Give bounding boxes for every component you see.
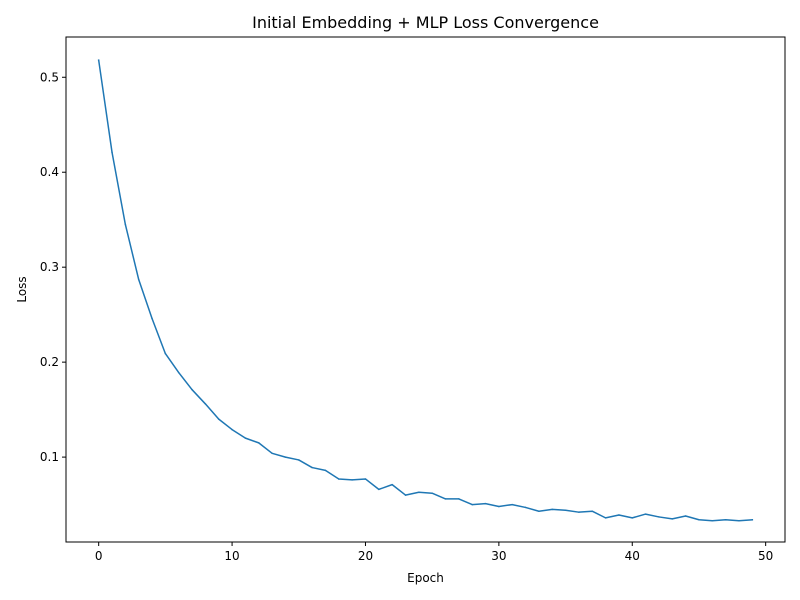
y-tick-label: 0.3	[40, 260, 59, 274]
chart-title: Initial Embedding + MLP Loss Convergence	[252, 13, 599, 32]
data-point	[564, 509, 567, 512]
data-point	[444, 498, 447, 500]
data-point	[151, 317, 153, 320]
data-point	[164, 352, 167, 355]
plot-frame	[65, 36, 786, 543]
data-point	[498, 505, 500, 508]
x-tick-label: 0	[95, 549, 103, 563]
x-tick-label: 50	[758, 549, 773, 563]
data-point	[111, 151, 113, 154]
data-point	[418, 491, 420, 493]
loss-series-line	[97, 59, 754, 522]
data-point	[524, 506, 527, 509]
data-point	[231, 428, 233, 431]
data-point	[724, 519, 727, 521]
data-point	[578, 511, 580, 513]
data-point	[298, 459, 300, 461]
plot-area	[66, 37, 785, 542]
data-point	[284, 456, 287, 458]
y-tick-label: 0.1	[40, 450, 59, 464]
x-tick-label: 30	[491, 549, 506, 563]
data-point	[217, 418, 220, 420]
data-point	[378, 488, 380, 491]
x-axis-ticks: 0 10 20 30 40 50	[95, 542, 773, 563]
data-point	[324, 469, 327, 472]
data-point	[97, 59, 100, 61]
data-point	[698, 519, 700, 521]
data-point	[658, 516, 660, 518]
data-point	[751, 519, 754, 521]
y-axis-ticks: 0.1 0.2 0.3 0.4 0.5	[40, 70, 66, 464]
x-tick-label: 10	[224, 549, 239, 563]
data-point	[351, 479, 353, 481]
data-point	[738, 519, 740, 522]
data-point	[364, 478, 367, 480]
data-point	[644, 513, 647, 515]
data-point	[177, 371, 180, 374]
data-point	[511, 503, 513, 506]
data-point	[591, 510, 593, 512]
series-layer	[97, 59, 754, 522]
data-point	[618, 514, 620, 516]
data-point	[271, 452, 273, 455]
data-point	[484, 502, 487, 505]
data-point	[338, 478, 340, 480]
data-point	[191, 388, 193, 391]
data-point	[124, 223, 127, 226]
data-point	[404, 494, 407, 496]
y-axis-label: Loss	[15, 276, 29, 302]
x-tick-label: 40	[625, 549, 640, 563]
data-point	[458, 498, 460, 500]
y-tick-label: 0.4	[40, 165, 59, 179]
y-tick-label: 0.5	[40, 70, 59, 84]
data-point	[471, 503, 473, 506]
x-axis-label: Epoch	[407, 571, 444, 585]
data-point	[604, 517, 607, 519]
data-point	[311, 466, 313, 469]
x-tick-label: 20	[358, 549, 373, 563]
data-point	[711, 519, 714, 522]
data-point	[258, 442, 260, 444]
data-point	[244, 437, 247, 439]
data-point	[137, 278, 140, 281]
data-point	[631, 517, 634, 519]
data-point	[671, 518, 674, 520]
data-point	[431, 492, 433, 494]
data-point	[684, 515, 687, 517]
y-tick-label: 0.2	[40, 355, 59, 369]
data-point	[538, 510, 540, 512]
data-point	[204, 403, 207, 405]
data-point	[391, 483, 393, 486]
data-point	[551, 508, 553, 511]
